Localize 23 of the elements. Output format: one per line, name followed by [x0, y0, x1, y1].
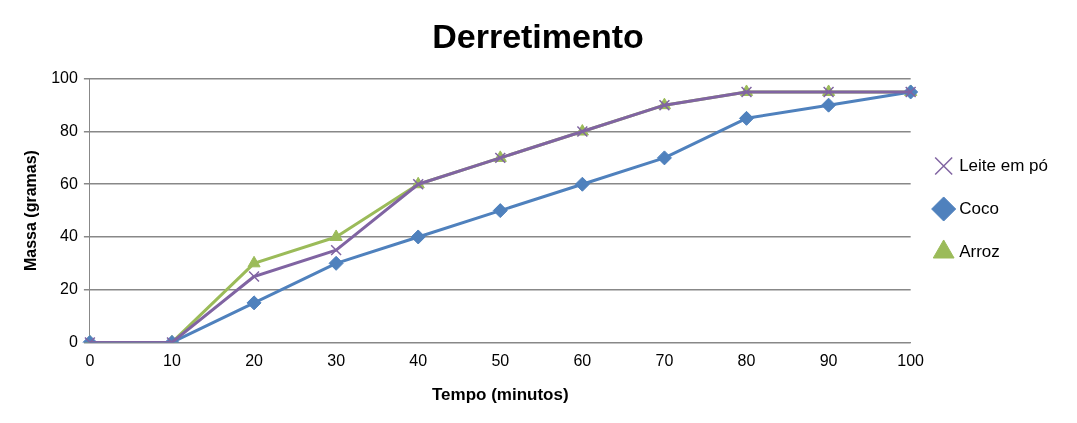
- chart-title: Derretimento: [432, 16, 644, 55]
- x-tick-label: 10: [163, 352, 181, 370]
- y-tick-label: 80: [60, 121, 78, 139]
- y-axis-title: Massa (gramas): [22, 150, 40, 272]
- x-tick-label: 90: [819, 352, 838, 370]
- y-tick-label: 0: [68, 332, 78, 350]
- x-tick-label: 0: [85, 352, 95, 370]
- x-tick-label: 40: [409, 352, 428, 370]
- x-tick-label: 80: [737, 352, 756, 370]
- y-tick-label: 20: [60, 280, 78, 298]
- legend-label: Coco: [959, 198, 999, 218]
- x-tick-label: 50: [491, 352, 510, 370]
- x-axis-title: Tempo (minutos): [431, 385, 569, 405]
- x-tick-label: 30: [327, 352, 346, 370]
- y-tick-label: 100: [51, 69, 78, 87]
- legend-label: Leite em pó: [959, 155, 1049, 175]
- x-tick-label: 70: [655, 352, 674, 370]
- x-tick-label: 60: [573, 352, 592, 370]
- x-tick-label: 20: [245, 352, 264, 370]
- y-tick-label: 40: [60, 227, 78, 245]
- legend-label: Arroz: [959, 241, 1000, 261]
- x-tick-label: 100: [897, 352, 925, 370]
- y-tick-label: 60: [60, 174, 78, 192]
